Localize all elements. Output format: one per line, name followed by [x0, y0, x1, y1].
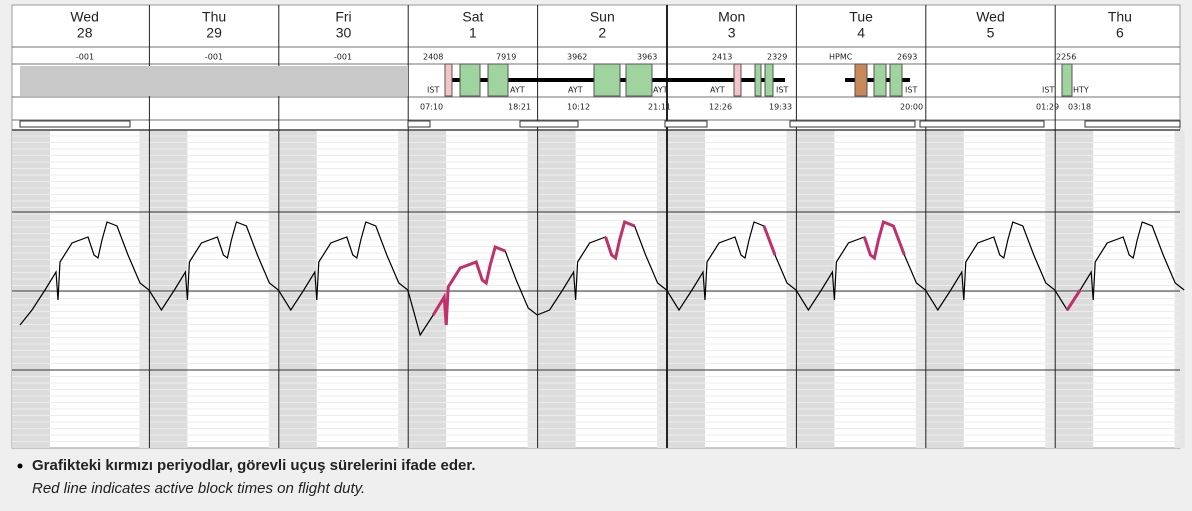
- flight-label: 2693: [897, 53, 917, 62]
- duty-code: -001: [334, 53, 352, 62]
- duty-bar: [20, 66, 408, 96]
- rest-bar: [519, 120, 579, 128]
- duty-segment: [1065, 289, 1082, 311]
- note-subtitle: Red line indicates active block times on…: [32, 480, 365, 497]
- night-band: [915, 130, 926, 448]
- day-date: 28: [77, 25, 93, 41]
- flight-label: 07:10: [420, 103, 443, 112]
- day-name: Sun: [590, 9, 615, 25]
- rest-bar: [664, 120, 708, 128]
- block: [459, 63, 481, 97]
- flight-label: 19:33: [769, 103, 792, 112]
- night-band: [268, 130, 279, 448]
- flight-label: 18:21: [508, 103, 531, 112]
- day-name: Thu: [202, 9, 226, 25]
- flight-label: IST: [776, 86, 788, 95]
- flight-blocks: [20, 63, 1073, 97]
- block: [593, 63, 621, 97]
- night-band: [12, 130, 50, 448]
- night-band: [925, 130, 964, 448]
- flight-label: IST: [905, 86, 917, 95]
- night-band: [278, 130, 317, 448]
- day-date: 4: [857, 25, 865, 41]
- flight-label: 7919: [496, 53, 516, 62]
- duty-segment: [604, 219, 636, 261]
- block: [854, 63, 868, 97]
- block: [754, 63, 762, 97]
- duty-segment: [762, 225, 777, 256]
- day-name: Tue: [849, 9, 873, 25]
- flight-label: 03:18: [1068, 103, 1091, 112]
- flight-label: HTY: [1073, 86, 1089, 95]
- duty-code: -001: [205, 53, 223, 62]
- day-name: Thu: [1108, 9, 1132, 25]
- rest-bar: [919, 120, 1045, 128]
- flight-label: 2256: [1056, 53, 1076, 62]
- day-date: 29: [206, 25, 222, 41]
- rest-bar: [407, 120, 431, 128]
- flight-label: IST: [1042, 86, 1054, 95]
- rest-bar: [19, 120, 131, 128]
- flight-label: 3963: [637, 53, 657, 62]
- flight-label: 12:26: [709, 103, 732, 112]
- flight-label: AYT: [510, 86, 525, 95]
- night-band: [527, 130, 538, 448]
- night-band: [657, 130, 667, 448]
- block: [873, 63, 887, 97]
- block: [764, 63, 774, 97]
- duty-segment: [862, 219, 906, 261]
- flight-label: 01:29: [1036, 103, 1059, 112]
- flight-label: 10:12: [567, 103, 590, 112]
- rest-bar: [1084, 120, 1181, 128]
- night-band: [1055, 130, 1094, 448]
- night-band: [537, 130, 576, 448]
- block: [487, 63, 509, 97]
- flight-label: IST: [427, 86, 439, 95]
- flight-label: HPMC: [829, 53, 853, 62]
- day-name: Sat: [462, 9, 483, 25]
- day-date: 1: [469, 25, 477, 41]
- night-band: [1045, 130, 1056, 448]
- day-name: Fri: [335, 9, 351, 25]
- flight-label: 2413: [712, 53, 732, 62]
- flight-label: 3962: [567, 53, 587, 62]
- night-band: [408, 130, 447, 448]
- block: [444, 63, 453, 97]
- day-date: 5: [987, 25, 995, 41]
- night-band: [149, 130, 188, 448]
- night-band: [796, 130, 835, 448]
- day-name: Wed: [70, 9, 99, 25]
- flight-label: AYT: [568, 86, 583, 95]
- rest-bar: [789, 120, 916, 128]
- night-band: [398, 130, 409, 448]
- block: [1061, 63, 1073, 97]
- duty-code: -001: [76, 53, 94, 62]
- day-date: 6: [1116, 25, 1124, 41]
- flight-labels: -001 -001 -001 2408 7919 IST AYT 07:10 1…: [76, 53, 1091, 112]
- flight-label: AYT: [710, 86, 725, 95]
- night-band: [786, 130, 797, 448]
- night-band: [1174, 130, 1185, 448]
- day-date: 3: [728, 25, 736, 41]
- alertness-curve: [19, 219, 1185, 337]
- flight-label: 21:11: [648, 103, 671, 112]
- block: [733, 63, 742, 97]
- day-date: 2: [598, 25, 606, 41]
- night-band: [139, 130, 150, 448]
- night-band: [667, 130, 705, 448]
- flight-label: AYT: [653, 86, 668, 95]
- day-date: 30: [336, 25, 352, 41]
- block: [625, 63, 653, 97]
- day-name: Wed: [976, 9, 1005, 25]
- flight-label: 2408: [423, 53, 443, 62]
- flight-label: 2329: [767, 53, 787, 62]
- note-title: Grafikteki kırmızı periyodlar, görevli u…: [32, 457, 476, 474]
- day-name: Mon: [718, 9, 745, 25]
- bullet: [17, 463, 23, 469]
- duty-segment: [431, 244, 506, 326]
- flight-label: 20:00: [900, 103, 923, 112]
- block: [889, 63, 903, 97]
